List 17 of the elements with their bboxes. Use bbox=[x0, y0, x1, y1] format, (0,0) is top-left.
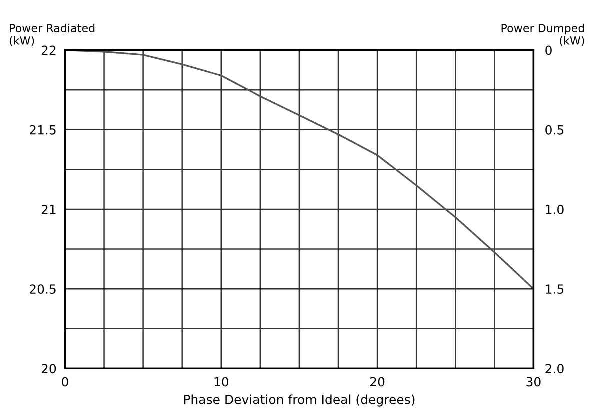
y2-tick-label: 1.0 bbox=[546, 204, 564, 214]
x-tick-label: 30 bbox=[526, 377, 541, 387]
y2-tick-label: 2.0 bbox=[546, 364, 564, 374]
x-tick-label: 0 bbox=[62, 377, 68, 387]
y2-axis-title: Power Dumped (kW) bbox=[502, 24, 584, 46]
y-tick-label: 21.5 bbox=[30, 125, 56, 135]
y-tick-label: 20.5 bbox=[30, 284, 56, 294]
y2-tick-label: 0 bbox=[546, 46, 552, 56]
y-tick-label: 22 bbox=[42, 46, 56, 56]
x-axis-title: Phase Deviation from Ideal (degrees) bbox=[184, 394, 415, 407]
y2-tick-label: 1.5 bbox=[546, 284, 564, 294]
y2-tick-label: 0.5 bbox=[546, 125, 564, 135]
x-tick-label: 10 bbox=[214, 377, 229, 387]
x-tick-label: 20 bbox=[370, 377, 385, 387]
y-tick-label: 21 bbox=[42, 204, 56, 214]
y-axis-title: Power Radiated (kW) bbox=[10, 24, 95, 46]
y-tick-label: 20 bbox=[42, 364, 56, 374]
